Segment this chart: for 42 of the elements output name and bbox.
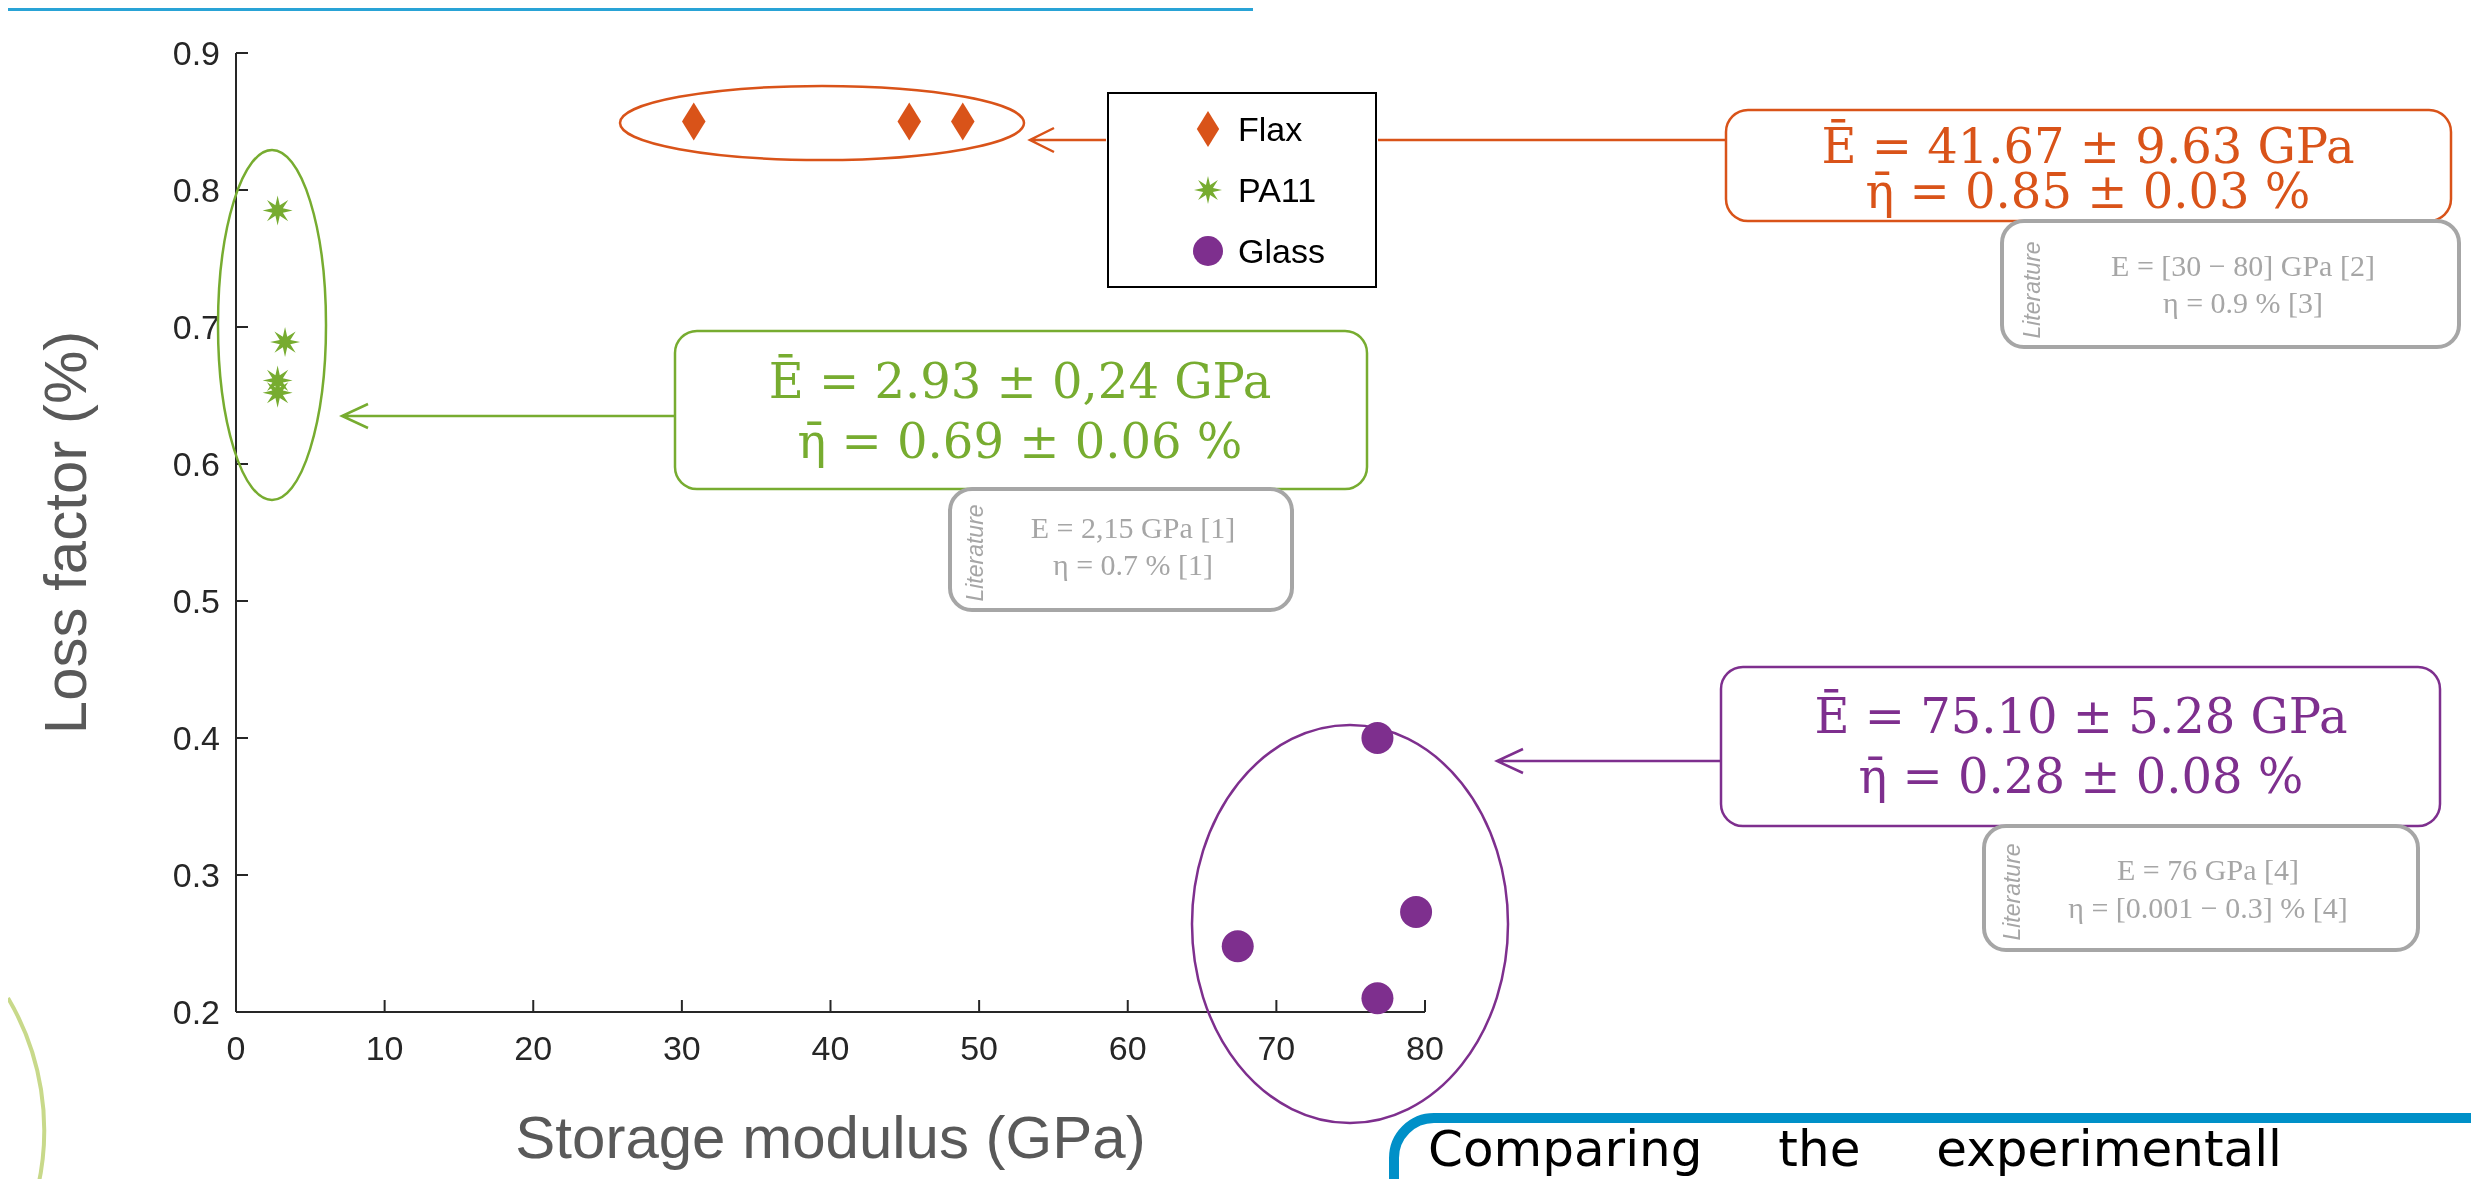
point	[270, 327, 301, 358]
x-tick-label: 80	[1406, 1029, 1444, 1067]
legend-label: Glass	[1238, 231, 1325, 270]
x-tick-label: 0	[226, 1029, 246, 1067]
y-tick-label: 0.6	[172, 444, 220, 483]
text: Literature	[1999, 843, 2025, 941]
x-tick-label: 30	[662, 1029, 701, 1067]
x-tick-label: 20	[514, 1029, 553, 1067]
legend-label: PA11	[1238, 170, 1317, 209]
point	[1361, 982, 1394, 1015]
legend-label: Flax	[1238, 109, 1303, 148]
text: E = 76 GPa [4]	[2117, 853, 2299, 886]
x-tick-label: 70	[1257, 1029, 1296, 1067]
text: E = [30 − 80] GPa [2]	[2111, 249, 2375, 282]
y-tick-label: 0.7	[172, 307, 220, 346]
text: η = 0.9 % [3]	[2162, 286, 2324, 319]
y-tick-label: 0.4	[172, 718, 220, 757]
annotation: E = 2,15 GPa [1]	[1030, 511, 1236, 544]
text: Ē = 75.10 ± 5.28 GPa	[1814, 688, 2348, 744]
text: η̄ = 0.28 ± 0.08 %	[1858, 748, 2304, 804]
point	[1400, 896, 1433, 928]
x-tick-label: 50	[960, 1029, 999, 1067]
annotation: Ē = 2.93 ± 0,24 GPa	[768, 353, 1272, 409]
y-tick-label: 0.5	[172, 581, 220, 620]
y-tick-label: 0.2	[172, 992, 220, 1031]
annotation: η = 0.7 % [1]	[1052, 548, 1214, 581]
point	[1361, 722, 1394, 754]
y-tick-label: 0.3	[172, 855, 220, 894]
y-tick-label: 0.9	[172, 33, 220, 72]
x-tick-label: 10	[365, 1029, 404, 1067]
x-axis-title: Storage modulus (GPa)	[515, 1104, 1146, 1171]
annotation: Literature	[962, 504, 988, 602]
annotation: η̄ = 0.69 ± 0.06 %	[797, 413, 1243, 469]
point	[1221, 930, 1254, 963]
y-tick-label: 0.8	[172, 170, 220, 209]
point	[262, 195, 293, 226]
text: Comparing the experimentall	[1428, 1120, 2282, 1178]
x-tick-label: 40	[811, 1029, 850, 1067]
text: η = [0.001 − 0.3] % [4]	[2068, 891, 2348, 924]
y-axis-title: Loss factor (%)	[32, 330, 99, 735]
text: Literature	[2019, 241, 2045, 339]
x-tick-label: 60	[1108, 1029, 1147, 1067]
